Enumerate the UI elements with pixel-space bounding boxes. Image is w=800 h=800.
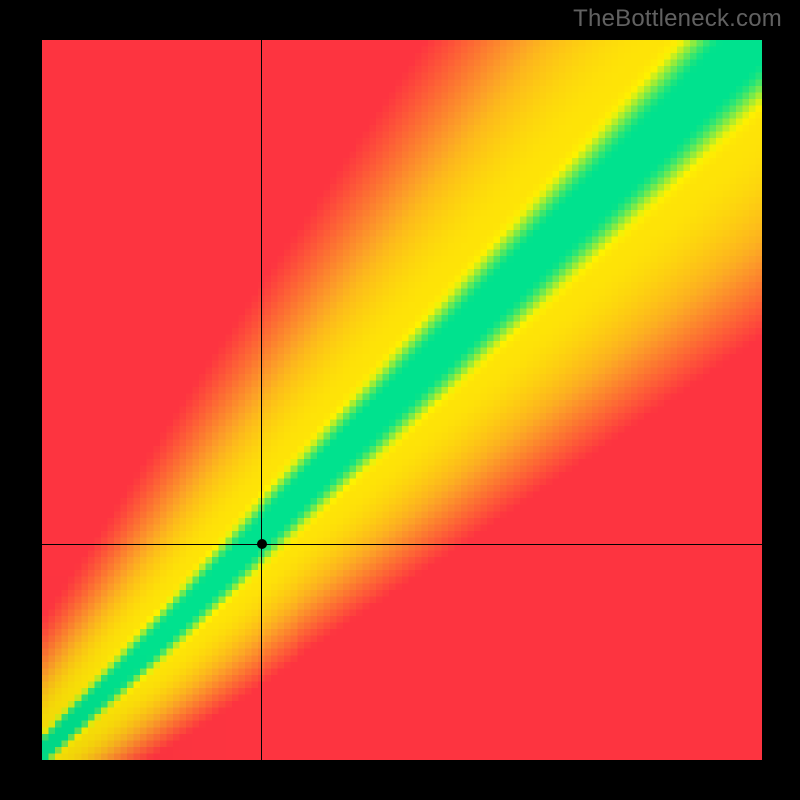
crosshair-marker [257, 539, 267, 549]
heatmap-plot [42, 40, 762, 760]
watermark-text: TheBottleneck.com [573, 5, 782, 33]
crosshair-vertical [261, 40, 262, 760]
crosshair-horizontal [42, 544, 762, 545]
heatmap-canvas [42, 40, 762, 760]
